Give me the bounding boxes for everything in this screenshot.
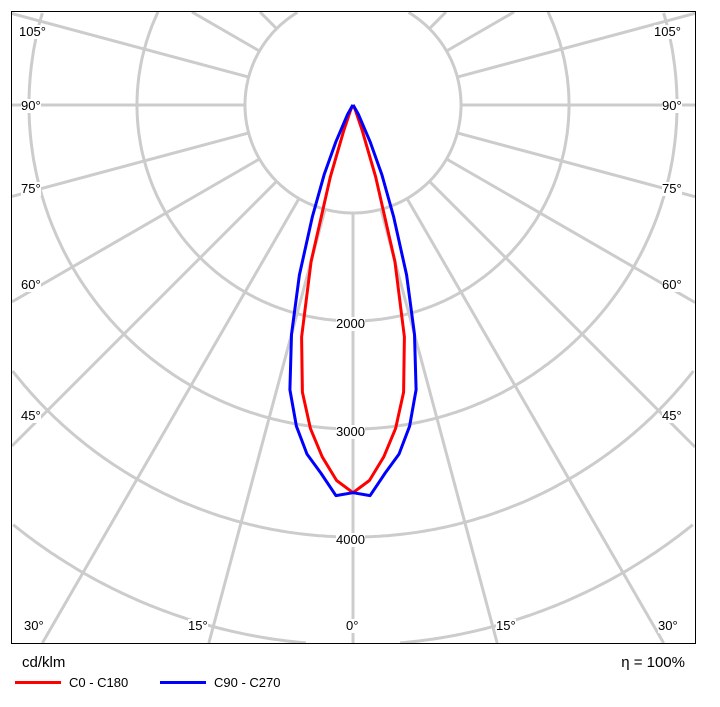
grid-ray-15 <box>379 208 499 643</box>
angle-label-right-75: 75° <box>662 181 682 196</box>
angle-label-bottom-15-left: 15° <box>188 618 208 633</box>
series-curve-1 <box>288 104 418 498</box>
grid-ray-225 <box>258 12 278 30</box>
grid-ring-2000 <box>135 12 571 323</box>
radial-label-2000: 2000 <box>336 316 365 331</box>
legend-label: C90 - C270 <box>214 675 281 690</box>
grid-ray-105 <box>456 12 695 79</box>
grid-ray-75 <box>456 131 695 199</box>
grid-ring-4000 <box>12 370 695 539</box>
radial-label-4000: 4000 <box>336 532 365 547</box>
grid-ray-45 <box>428 180 695 449</box>
legend-item-c0: C0 - C180 <box>15 675 128 690</box>
grid-ring-1000 <box>243 12 463 215</box>
grid-ray-300 <box>12 157 261 304</box>
grid-ray-60 <box>445 157 695 304</box>
legend-label: C0 - C180 <box>69 675 129 690</box>
grid-ray-120 <box>445 12 515 53</box>
angle-label-left-90: 90° <box>21 98 41 113</box>
angle-label-left-60: 60° <box>21 277 41 292</box>
unit-label: cd/klm <box>22 654 66 671</box>
legend-item-c90: C90 - C270 <box>160 675 280 690</box>
grid-ray-135 <box>428 12 448 30</box>
angle-label-left-30: 30° <box>24 618 44 633</box>
angle-label-left-45: 45° <box>21 408 41 423</box>
grid-ray-240 <box>191 12 261 53</box>
legend-swatch-red <box>15 681 61 684</box>
efficiency-label: η = 100% <box>621 654 685 671</box>
grid-ray-330 <box>41 197 301 643</box>
angle-label-right-45: 45° <box>662 408 682 423</box>
angle-label-left-105: 105° <box>19 24 46 39</box>
grid-ring-5000 <box>12 523 694 643</box>
angle-label-left-75: 75° <box>21 181 41 196</box>
angle-label-right-30: 30° <box>658 618 678 633</box>
angle-label-bottom-15-right: 15° <box>496 618 516 633</box>
radial-label-3000: 3000 <box>336 424 365 439</box>
polar-plot: 2000 3000 4000 105° 90° 75° 60° 45° 30° … <box>11 11 696 644</box>
angle-label-right-90: 90° <box>662 98 682 113</box>
grid-ray-315 <box>12 180 278 448</box>
grid-ray-345 <box>207 208 327 643</box>
angle-label-right-60: 60° <box>662 277 682 292</box>
angle-label-right-105: 105° <box>654 24 681 39</box>
grid-ray-285 <box>12 131 250 198</box>
legend-swatch-blue <box>160 681 206 684</box>
grid-ray-255 <box>12 12 250 79</box>
angle-label-bottom-0: 0° <box>346 618 359 633</box>
grid-ray-30 <box>405 197 665 643</box>
